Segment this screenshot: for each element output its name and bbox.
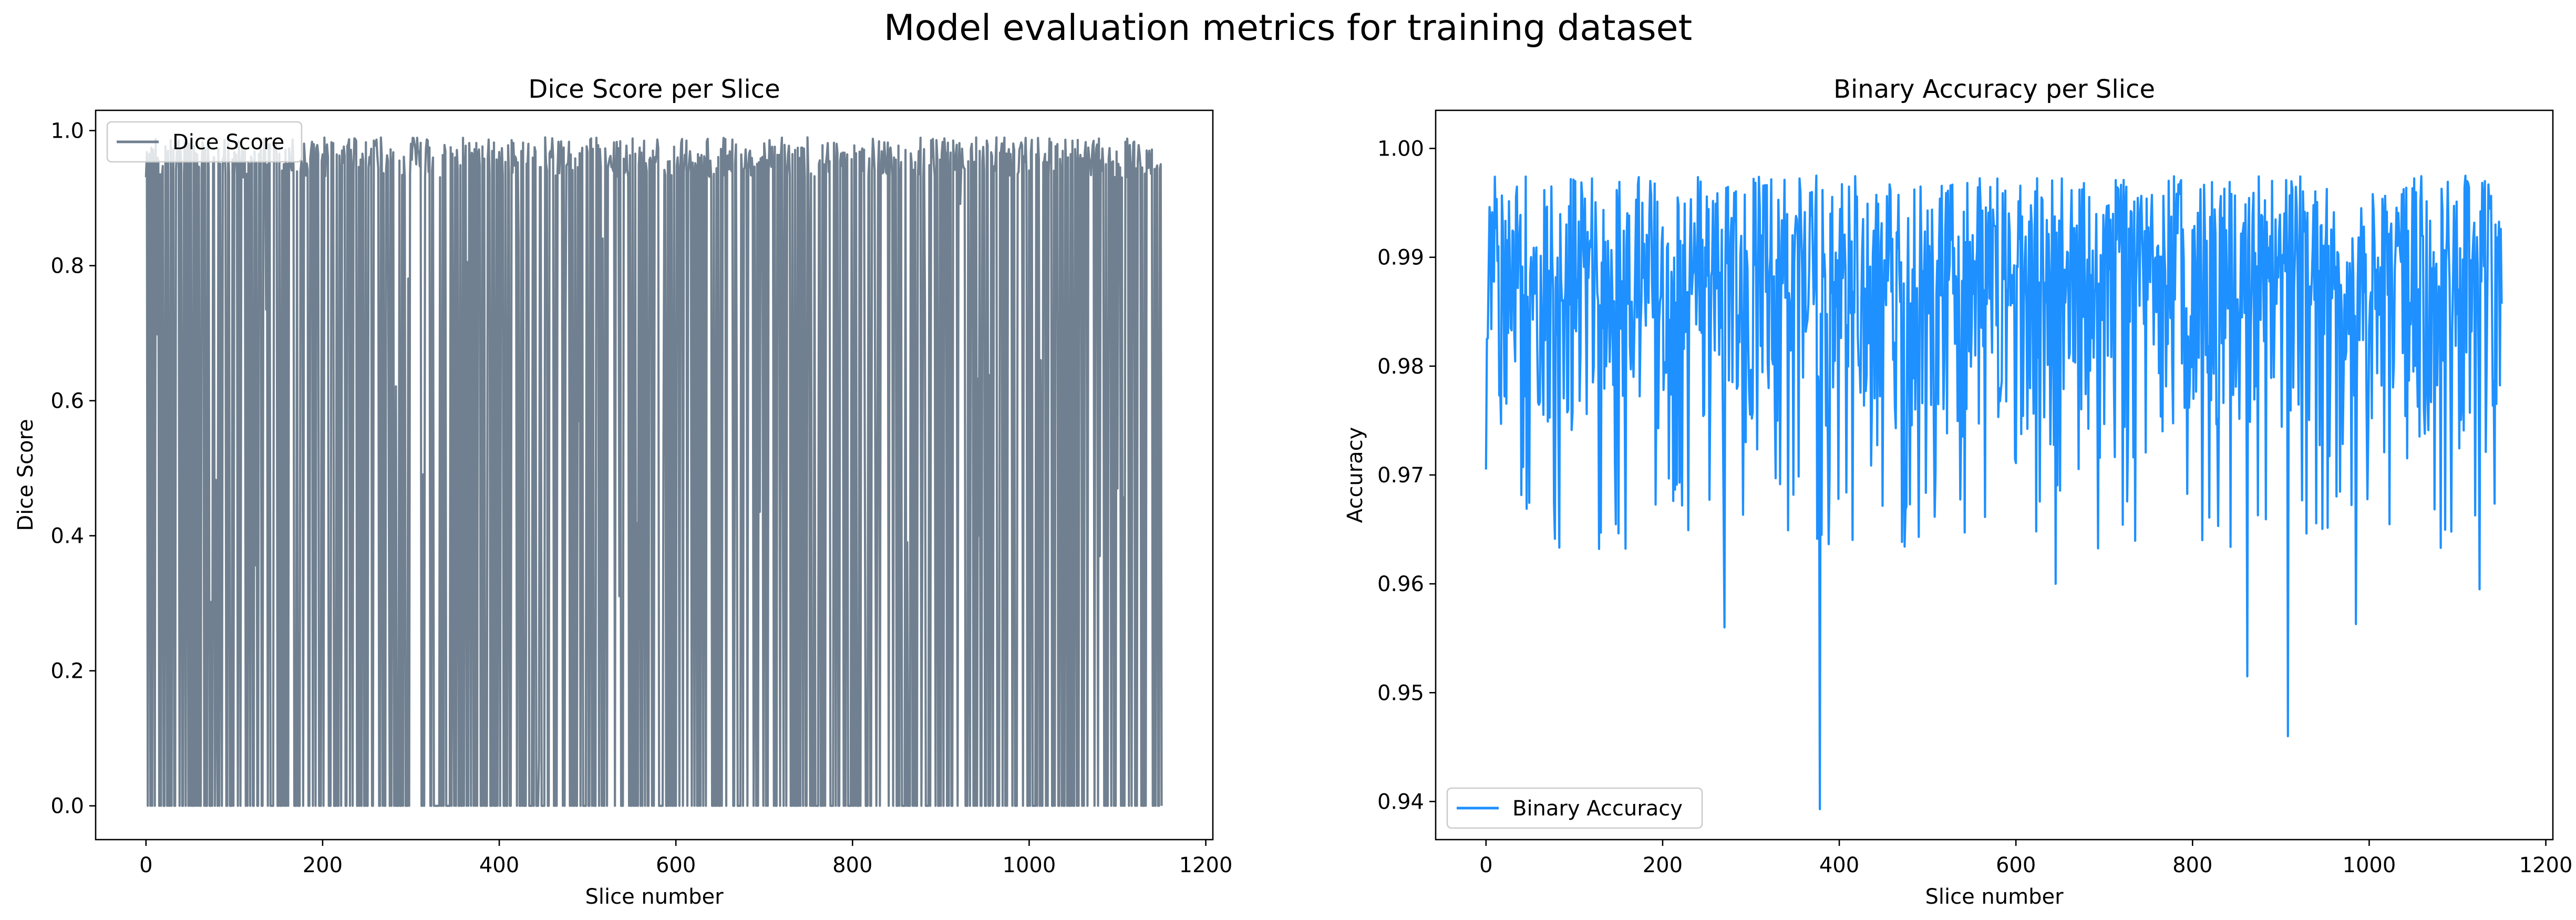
x-tick-label: 200 xyxy=(1643,853,1683,877)
x-tick-label: 0 xyxy=(139,853,152,877)
subplot-title: Binary Accuracy per Slice xyxy=(1833,75,2155,104)
y-tick-label: 0.99 xyxy=(1377,246,1424,270)
series-line xyxy=(145,136,1163,807)
y-tick-label: 0.97 xyxy=(1377,463,1424,488)
x-tick-label: 1000 xyxy=(2343,853,2396,877)
legend-label: Dice Score xyxy=(172,130,284,154)
subplot-title: Dice Score per Slice xyxy=(528,75,780,104)
legend: Binary Accuracy xyxy=(1446,787,1703,829)
y-tick-label: 0.2 xyxy=(50,659,84,684)
legend-box xyxy=(106,121,303,163)
x-tick-label: 400 xyxy=(1819,853,1859,877)
y-axis-label: Accuracy xyxy=(1343,427,1367,523)
y-tick-label: 0.6 xyxy=(50,389,84,414)
chart-panel-2: 0 200 400 600 800 1000 1200 0.94 0.95 0.96 0.97 0.9… xyxy=(1343,75,2572,909)
y-tick-label: 1.0 xyxy=(50,119,84,143)
chart-panel-1: 0 200 400 600 800 1000 1200 0.0 0.2 0.4 0.6 0.8 1.0 D… xyxy=(14,75,1232,909)
y-tick-label: 0.0 xyxy=(50,794,84,819)
y-axis-label: Dice Score xyxy=(14,419,38,531)
x-tick-label: 800 xyxy=(832,853,872,877)
y-tick-label: 0.94 xyxy=(1377,790,1424,814)
x-tick-label: 400 xyxy=(479,853,519,877)
legend-box xyxy=(1446,787,1703,829)
x-tick-label: 1200 xyxy=(1179,853,1233,877)
y-tick-label: 1.00 xyxy=(1377,137,1424,161)
x-tick-label: 1200 xyxy=(2519,853,2573,877)
x-tick-label: 1000 xyxy=(1003,853,1056,877)
x-tick-label: 0 xyxy=(1479,853,1492,877)
series-line xyxy=(1485,174,2503,811)
y-tick-label: 0.98 xyxy=(1377,355,1424,379)
x-axis-label: Slice number xyxy=(585,885,724,909)
figure-title: Model evaluation metrics for training da… xyxy=(883,7,1693,49)
y-tick-label: 0.96 xyxy=(1377,572,1424,596)
x-tick-label: 200 xyxy=(303,853,343,877)
legend-label: Binary Accuracy xyxy=(1512,797,1683,821)
x-axis-label: Slice number xyxy=(1925,885,2064,909)
axes-frame xyxy=(95,109,1214,841)
y-tick-label: 0.8 xyxy=(50,254,84,278)
y-tick-label: 0.4 xyxy=(50,524,84,549)
y-tick-label: 0.95 xyxy=(1377,681,1424,705)
x-tick-label: 600 xyxy=(656,853,696,877)
x-tick-label: 800 xyxy=(2172,853,2212,877)
legend: Dice Score xyxy=(106,121,303,163)
x-tick-label: 600 xyxy=(1996,853,2036,877)
